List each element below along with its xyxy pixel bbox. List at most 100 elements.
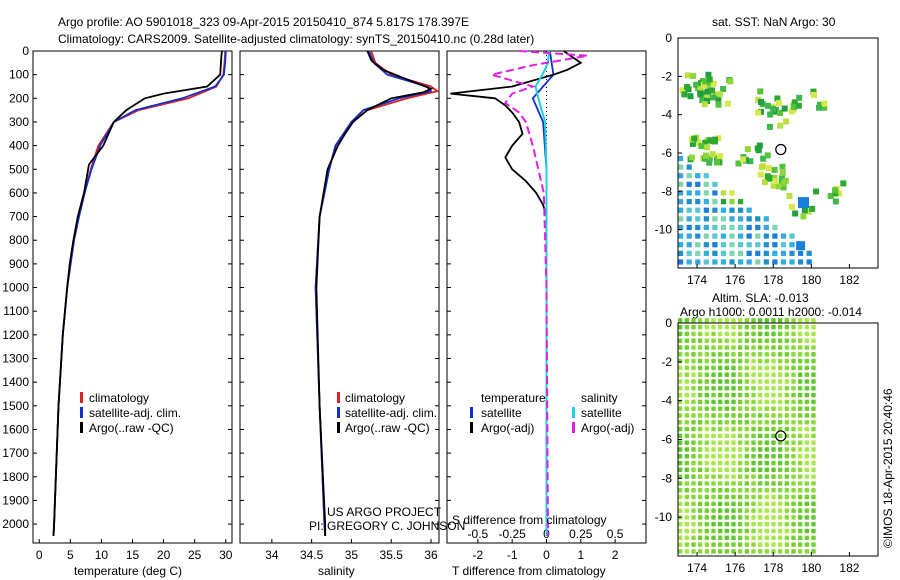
sst-cell <box>763 259 769 265</box>
sst-cell <box>775 99 782 106</box>
y-tick-label: 2000 <box>2 517 29 531</box>
sla-cell <box>744 501 749 507</box>
sla-cell <box>678 481 683 486</box>
sla-cell <box>704 372 709 377</box>
sla-cell <box>691 515 696 520</box>
y-tick-label: -10 <box>655 510 673 524</box>
sla-cell <box>724 454 729 459</box>
sla-cell <box>698 433 703 439</box>
sla-cell <box>758 420 763 425</box>
sst-cell <box>678 164 684 170</box>
sla-cell <box>684 399 689 405</box>
sla-cell <box>691 549 696 554</box>
sla-cell <box>684 413 689 418</box>
sla-cell <box>784 481 789 486</box>
sst-cell <box>738 224 744 231</box>
sla-cell <box>738 535 743 541</box>
sst-cell <box>729 250 735 256</box>
sla-cell <box>691 324 696 330</box>
sst-cell <box>729 207 735 213</box>
sla-cell <box>738 345 743 350</box>
sst-cell <box>780 184 787 191</box>
sla-cell <box>811 420 816 425</box>
sla-cell <box>718 460 723 466</box>
x-tick-label: 36 <box>424 548 438 562</box>
sla-cell <box>764 318 769 323</box>
sla-cell <box>731 433 736 439</box>
y-tick-label: 300 <box>9 115 29 129</box>
y-tick-label: 1500 <box>2 399 29 413</box>
sla-cell <box>771 406 776 411</box>
sst-cell <box>686 181 692 187</box>
sla-cell <box>684 433 689 439</box>
sla-cell <box>798 501 803 507</box>
sla-cell <box>731 549 736 554</box>
sla-cell <box>684 365 689 371</box>
sst-cell <box>686 224 692 231</box>
sla-cell <box>811 549 816 554</box>
sla-cell <box>678 338 683 343</box>
sst-cell <box>720 190 727 196</box>
y-tick-label: 900 <box>9 257 29 271</box>
sla-cell <box>791 488 796 493</box>
sst-cell <box>771 174 778 181</box>
sla-cell <box>744 515 749 520</box>
sla-cell <box>771 494 776 500</box>
sla-cell <box>704 481 709 486</box>
sst-cell <box>832 190 839 197</box>
sla-cell <box>711 426 716 432</box>
sla-cell <box>678 379 683 384</box>
sla-cell <box>684 501 689 507</box>
sst-cell <box>780 250 787 256</box>
sst-cell <box>772 233 778 239</box>
sst-cell <box>695 190 701 196</box>
sst-cell <box>755 147 762 154</box>
sla-cell <box>704 379 709 384</box>
sla-cell <box>791 379 796 384</box>
sla-cell <box>758 542 763 547</box>
sla-cell <box>791 324 796 330</box>
sla-cell <box>744 372 749 377</box>
sla-cell <box>711 345 716 350</box>
sla-cell <box>791 549 796 554</box>
x-tick-label: 174 <box>687 273 707 287</box>
sla-cell <box>691 447 696 452</box>
sst-cell <box>702 78 709 85</box>
sla-cell <box>684 338 689 343</box>
y-tick-label: 1200 <box>2 328 29 342</box>
sla-cell <box>804 413 809 418</box>
sla-cell <box>691 542 696 547</box>
y-tick-label: 1900 <box>2 493 29 507</box>
sla-cell <box>764 535 769 541</box>
x-tick-label: 30 <box>219 548 233 562</box>
sla-cell <box>811 515 816 520</box>
sla-cell <box>744 528 749 534</box>
sla-cell <box>784 454 789 459</box>
sla-cell <box>744 494 749 500</box>
sla-cell <box>778 406 783 411</box>
sla-cell <box>724 358 729 364</box>
s-tick-label: 0.5 <box>607 527 624 541</box>
sst-cell <box>690 73 697 80</box>
sla-cell <box>698 494 703 500</box>
sla-cell <box>738 413 743 418</box>
sst-cell <box>791 99 798 106</box>
sla-cell <box>691 318 696 323</box>
sst-cell <box>716 152 723 159</box>
sla-cell <box>778 447 783 452</box>
sla-cell <box>758 535 763 541</box>
sla-cell <box>684 352 689 357</box>
sla-cell <box>684 515 689 520</box>
sst-cell <box>702 139 709 146</box>
sst-cell <box>678 199 684 205</box>
sla-cell <box>738 515 743 520</box>
sst-cell <box>712 242 718 248</box>
sla-cell <box>744 433 749 439</box>
sla-cell <box>778 324 783 330</box>
sla-cell <box>724 386 729 391</box>
sla-cell <box>784 515 789 520</box>
sla-cell <box>684 324 689 330</box>
sla-cell <box>778 379 783 384</box>
sla-cell <box>764 488 769 493</box>
